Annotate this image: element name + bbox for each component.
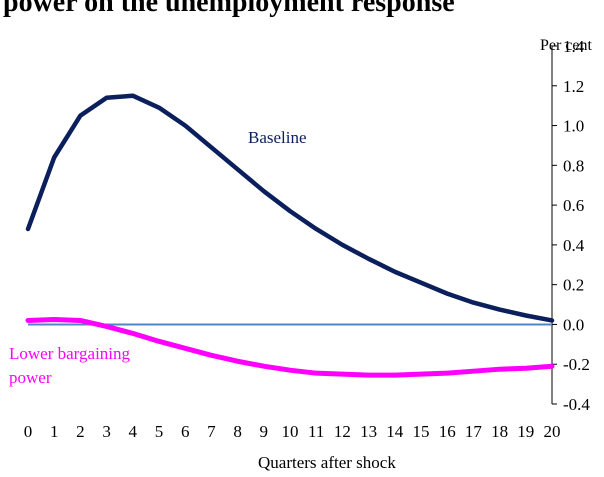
x-tick-label: 6 [181, 422, 190, 441]
series-line-baseline [25, 93, 555, 323]
x-tick-label: 12 [334, 422, 351, 441]
x-tick-label: 17 [465, 422, 483, 441]
x-axis-title: Quarters after shock [258, 453, 396, 472]
y-tick-label: -0.4 [563, 395, 590, 414]
lower-bargaining-power-label-line-2: power [9, 368, 52, 387]
x-tick-label: 15 [413, 422, 430, 441]
x-tick-label: 2 [76, 422, 85, 441]
x-tick-label: 8 [233, 422, 242, 441]
y-tick-label: 1.0 [563, 117, 584, 136]
y-tick-label: 1.2 [563, 77, 584, 96]
x-tick-label: 0 [24, 422, 33, 441]
x-tick-label: 7 [207, 422, 216, 441]
baseline-label: Baseline [248, 128, 307, 147]
x-tick-label: 5 [155, 422, 164, 441]
y-tick-label: 0.0 [563, 315, 584, 334]
chart-title: power on the unemployment response [3, 0, 455, 18]
x-tick-label: 19 [517, 422, 534, 441]
x-tick-label: 9 [260, 422, 269, 441]
unit-label: Per cent [540, 37, 593, 54]
x-tick-label: 16 [439, 422, 456, 441]
y-tick-label: 0.8 [563, 156, 584, 175]
y-tick-label: 0.4 [563, 236, 585, 255]
x-tick-label: 18 [491, 422, 508, 441]
x-tick-label: 1 [50, 422, 59, 441]
x-tick-label: 4 [129, 422, 138, 441]
y-tick-label: 1.4 [563, 37, 585, 56]
x-tick-label: 11 [308, 422, 324, 441]
y-tick-label: 0.2 [563, 276, 584, 295]
y-tick-label: 0.6 [563, 196, 584, 215]
x-tick-label: 20 [544, 422, 561, 441]
x-axis-ticks: 0 1 2 3 4 5 6 7 8 9 10 11 12 13 14 15 16 17 18 19 20 [24, 422, 561, 441]
x-tick-label: 14 [386, 422, 404, 441]
series-line-lower-bargaining-power [25, 316, 555, 378]
x-tick-label: 13 [360, 422, 377, 441]
y-axis-ticks: 1.4 1.2 1.0 0.8 0.6 0.4 0.2 0.0 -0.2 -0.4 [552, 37, 590, 414]
x-tick-label: 10 [282, 422, 299, 441]
y-tick-label: -0.2 [563, 355, 590, 374]
lower-bargaining-power-label-line-1: Lower bargaining [9, 344, 131, 363]
x-tick-label: 3 [102, 422, 111, 441]
